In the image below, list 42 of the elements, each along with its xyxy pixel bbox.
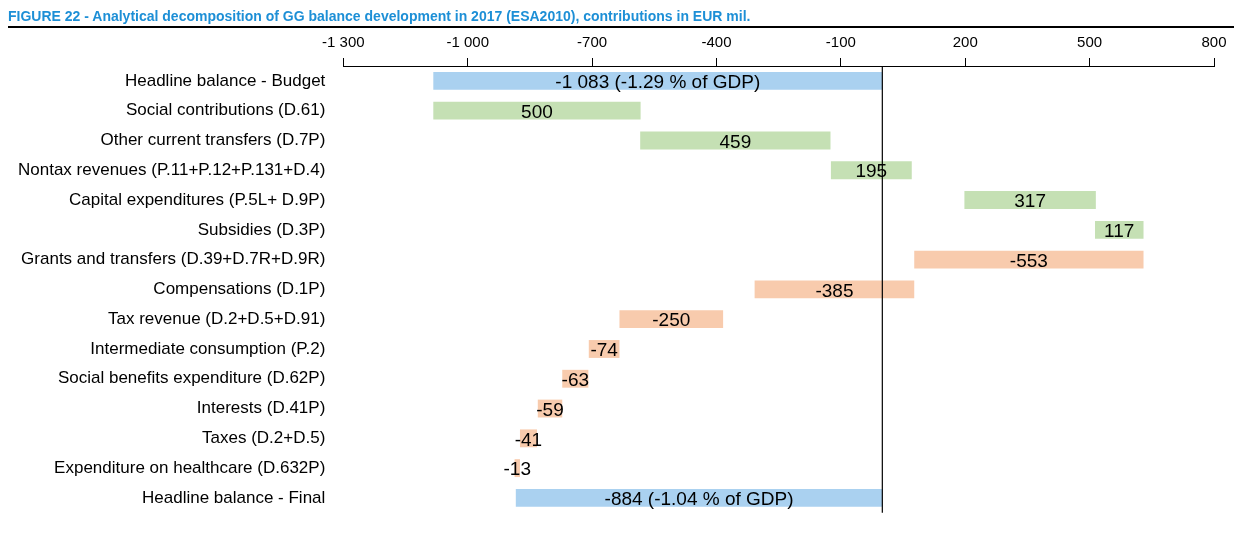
bar: [754, 280, 915, 299]
bar: [433, 101, 641, 120]
y-tick-label: Subsidies (D.3P): [197, 219, 326, 239]
data-label: -884 (-1.04 % of GDP): [604, 488, 794, 510]
data-label: -553: [1009, 249, 1048, 271]
y-tick-label: Grants and transfers (D.39+D.7R+D.9R): [21, 249, 326, 269]
data-label: 117: [1104, 220, 1135, 242]
data-label: 317: [1014, 190, 1046, 212]
x-tick-label: -1 300: [322, 33, 365, 51]
data-label: -13: [503, 458, 531, 480]
bar: [964, 191, 1096, 209]
x-tick-label: -100: [825, 33, 856, 51]
data-label: -63: [561, 368, 590, 390]
x-tick-label: -1 000: [446, 33, 489, 51]
y-tick-label: Tax revenue (D.2+D.5+D.91): [107, 308, 326, 328]
y-tick-label: Capital expenditures (P.5L+ D.9P): [69, 189, 326, 209]
x-tick-label: 500: [1077, 33, 1103, 51]
x-tick-label: -700: [577, 33, 608, 51]
y-tick-label: Interests (D.41P): [196, 398, 326, 418]
data-label: -41: [514, 428, 543, 450]
y-tick-label: Other current transfers (D.7P): [100, 130, 326, 150]
y-tick-label: Social benefits expenditure (D.62P): [57, 368, 326, 388]
y-tick-label: Expenditure on healthcare (D.632P): [54, 457, 326, 477]
data-label: 459: [719, 130, 752, 152]
y-tick-label: Intermediate consumption (P.2): [90, 338, 326, 358]
y-tick-label: Compensations (D.1P): [153, 279, 326, 299]
data-label: -59: [536, 398, 564, 420]
data-label: -74: [590, 339, 619, 361]
x-tick-label: 200: [952, 33, 978, 51]
data-label: -1 083 (-1.29 % of GDP): [555, 71, 761, 93]
data-label: -385: [815, 279, 854, 301]
y-tick-label: Headline balance - Budget: [124, 70, 326, 90]
data-label: 500: [521, 100, 553, 122]
x-tick-label: -400: [701, 33, 732, 51]
y-tick-label: Headline balance - Final: [141, 487, 326, 507]
chart-title: FIGURE 22 - Analytical decomposition of GG balance development in 2017 (ESA2010), contributions in EUR mil.: [8, 8, 1234, 28]
bar: [914, 250, 1144, 269]
y-tick-label: Nontax revenues (P.11+P.12+P.131+D.4): [17, 159, 326, 179]
x-tick-label: 800: [1201, 33, 1227, 51]
y-tick-label: Social contributions (D.61): [125, 100, 326, 120]
y-tick-label: Taxes (D.2+D.5): [202, 428, 326, 448]
data-label: -250: [652, 309, 691, 331]
